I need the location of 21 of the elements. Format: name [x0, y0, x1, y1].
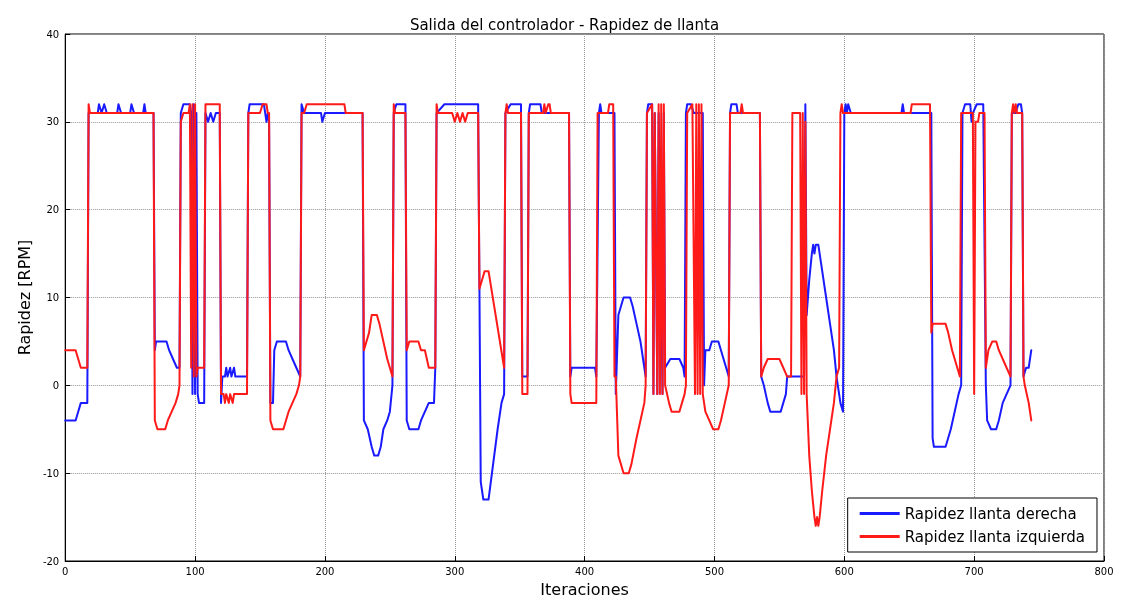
x-tick-label: 100 — [185, 565, 205, 577]
legend-label: Rapidez llanta izquierda — [904, 527, 1086, 546]
y-tick-label: -20 — [42, 555, 60, 567]
y-tick-label: 40 — [46, 28, 60, 40]
x-tick-label: 700 — [964, 565, 984, 577]
x-tick-label: 600 — [834, 565, 854, 577]
chart-title: Salida del controlador - Rapidez de llanta — [409, 15, 720, 34]
x-tick-label: 500 — [704, 565, 725, 577]
y-tick-label: 0 — [52, 379, 60, 391]
x-axis-title: Iteraciones — [540, 579, 629, 599]
x-tick-label: 400 — [575, 565, 595, 577]
y-tick-label: 20 — [46, 204, 60, 216]
y-axis-title: Rapidez [RPM] — [14, 239, 34, 356]
y-tick-label: 10 — [46, 292, 60, 303]
x-tick-label: 200 — [315, 565, 335, 577]
y-tick-label: -10 — [42, 467, 60, 479]
x-tick-label: 800 — [1094, 565, 1114, 577]
legend-label: Rapidez llanta derecha — [904, 504, 1077, 523]
x-tick-label: 300 — [445, 565, 465, 577]
x-tick-label: 0 — [62, 565, 69, 577]
y-tick-label: 30 — [46, 116, 60, 128]
